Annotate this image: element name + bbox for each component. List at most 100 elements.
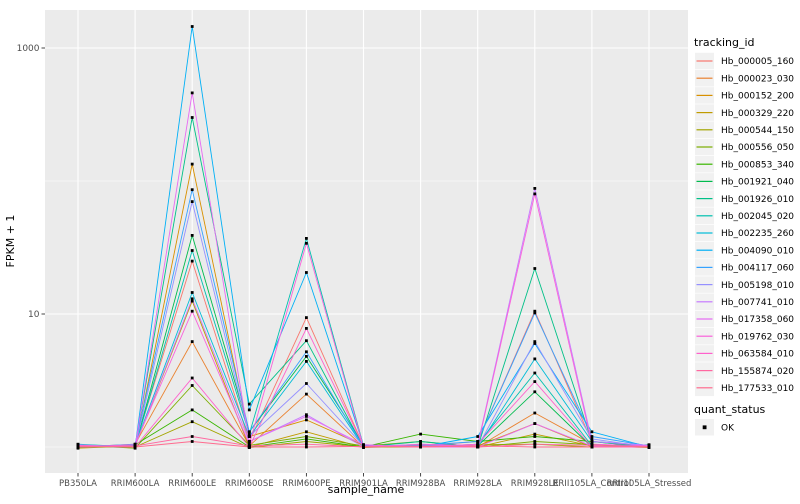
data-point	[476, 440, 480, 443]
data-point	[190, 234, 194, 237]
data-point	[305, 392, 308, 396]
data-point	[247, 440, 251, 443]
legend-item-label: Hb_019762_030	[721, 332, 794, 342]
legend-item-Hb_000556_050: Hb_000556_050	[695, 138, 794, 156]
legend-item-label: Hb_000329_220	[721, 109, 794, 119]
legend-item-label: Hb_002045_020	[721, 212, 794, 222]
data-point	[190, 376, 194, 380]
x-tick-label: PB350LA	[59, 479, 97, 489]
data-point	[305, 355, 308, 358]
data-point	[190, 259, 194, 263]
data-point	[190, 440, 194, 443]
data-point	[190, 291, 194, 294]
data-point	[305, 430, 308, 434]
data-point	[533, 432, 537, 436]
legend-item-label: Hb_177533_010	[721, 384, 794, 394]
data-point	[590, 430, 594, 434]
legend-title-quant-status: quant_status	[694, 403, 766, 416]
x-tick-label: RRIM600LA	[111, 479, 160, 489]
x-axis-title: sample_name	[328, 483, 405, 496]
data-point	[533, 442, 537, 446]
x-tick-label: RRIM901LA	[339, 479, 388, 489]
data-point	[247, 442, 251, 446]
data-point	[190, 249, 194, 252]
legend-item-label: Hb_000544_150	[721, 126, 794, 136]
data-point	[305, 440, 308, 443]
legend-item-label: Hb_004117_060	[721, 264, 794, 274]
legend-item-label: Hb_063584_010	[721, 350, 794, 360]
data-point	[476, 444, 480, 448]
legend-item-label: Hb_001926_010	[721, 195, 794, 205]
x-tick-label: RRIM928LA	[453, 479, 502, 489]
data-point	[590, 445, 594, 449]
legend-item-label: Hb_000556_050	[721, 143, 794, 153]
x-tick-label: RRIM928LE	[511, 479, 559, 489]
x-tick-label: RRII105LA_Stressed	[607, 479, 692, 489]
data-point	[190, 420, 194, 424]
data-point	[190, 91, 194, 95]
legend-item-Hb_017358_060: Hb_017358_060	[695, 310, 794, 328]
data-point	[533, 380, 537, 383]
data-point	[305, 442, 308, 446]
legend-item-label: Hb_017358_060	[721, 315, 794, 325]
legend-quant-status: OK	[695, 419, 735, 436]
data-point	[190, 200, 194, 203]
data-point	[362, 445, 365, 448]
data-point	[533, 422, 537, 425]
legend-item-label: Hb_000853_340	[721, 160, 794, 170]
data-point	[247, 445, 251, 449]
data-point	[476, 442, 480, 446]
quant-status-ok-square-icon	[702, 425, 707, 430]
legend-label-ok: OK	[721, 424, 735, 434]
legend-item-Hb_001921_040: Hb_001921_040	[695, 173, 794, 190]
data-point	[533, 445, 537, 449]
data-point	[305, 339, 308, 343]
legend-item-label: Hb_000023_030	[721, 74, 794, 84]
data-point	[305, 415, 308, 418]
data-point	[419, 440, 422, 443]
legend-item-Hb_002045_020: Hb_002045_020	[695, 207, 794, 225]
data-point	[533, 192, 537, 196]
data-point	[305, 237, 308, 240]
data-point	[247, 402, 251, 406]
data-point	[590, 443, 594, 447]
legend-item-label: Hb_005198_010	[721, 281, 794, 291]
data-point	[305, 435, 308, 438]
data-point	[305, 350, 308, 354]
data-point	[476, 435, 480, 438]
data-point	[533, 411, 537, 415]
legend-item-Hb_000152_200: Hb_000152_200	[695, 87, 794, 104]
grid-layer	[45, 10, 688, 473]
data-point	[190, 340, 194, 343]
data-point	[419, 442, 422, 446]
legend-item-Hb_001926_010: Hb_001926_010	[695, 190, 794, 207]
data-point	[305, 241, 308, 245]
data-point	[190, 188, 194, 192]
legend-tracking-id: Hb_000005_160 Hb_000023_030 Hb_000152_200 H…	[695, 52, 794, 397]
legend-item-label: Hb_155874_020	[721, 367, 794, 377]
data-point	[190, 435, 194, 438]
data-point	[305, 316, 308, 319]
legend-item-Hb_004117_060: Hb_004117_060	[695, 259, 794, 276]
data-point	[190, 116, 194, 119]
data-point	[247, 435, 251, 438]
data-point	[305, 360, 308, 363]
legend-item-label: Hb_000005_160	[721, 57, 794, 67]
y-tick-label: 10	[28, 310, 40, 320]
data-point	[533, 357, 537, 361]
legend-item-Hb_177533_010: Hb_177533_010	[695, 379, 794, 397]
legend-item-Hb_005198_010: Hb_005198_010	[695, 276, 794, 293]
data-point	[190, 299, 194, 303]
data-point	[305, 271, 308, 274]
legend-item-Hb_000853_340: Hb_000853_340	[695, 155, 794, 173]
data-point	[419, 432, 422, 436]
point-layer	[76, 25, 651, 450]
data-point	[305, 382, 308, 385]
data-point	[533, 390, 537, 394]
x-tick-label: RRIM600SE	[225, 479, 274, 489]
data-point	[133, 445, 137, 449]
legend-item-label: Hb_004090_010	[721, 246, 794, 256]
legend-item-Hb_019762_030: Hb_019762_030	[695, 327, 794, 345]
